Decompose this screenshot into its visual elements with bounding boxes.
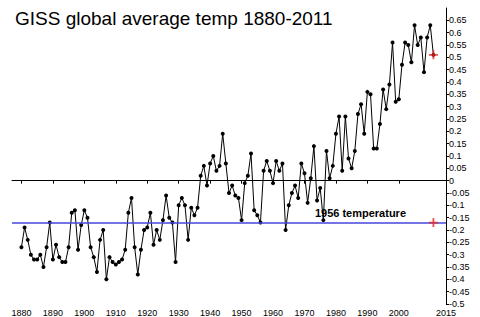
svg-text:1910: 1910	[106, 308, 126, 317]
svg-text:0.65: 0.65	[449, 15, 467, 25]
svg-text:1880: 1880	[11, 308, 31, 317]
svg-text:-0.4: -0.4	[449, 274, 465, 284]
svg-text:0.4: 0.4	[449, 77, 462, 87]
svg-text:0.6: 0.6	[449, 28, 462, 38]
svg-text:-0.45: -0.45	[449, 287, 470, 297]
svg-text:0.25: 0.25	[449, 114, 467, 124]
svg-text:0.5: 0.5	[449, 52, 462, 62]
svg-text:1920: 1920	[137, 308, 157, 317]
svg-text:-0.05: -0.05	[449, 188, 470, 198]
svg-text:1956 temperature: 1956 temperature	[315, 207, 406, 219]
svg-text:1970: 1970	[294, 308, 314, 317]
svg-text:1940: 1940	[200, 308, 220, 317]
svg-text:2015: 2015	[436, 308, 456, 317]
svg-text:-0.3: -0.3	[449, 250, 465, 260]
svg-text:0.55: 0.55	[449, 40, 467, 50]
svg-text:1890: 1890	[43, 308, 63, 317]
svg-text:1900: 1900	[74, 308, 94, 317]
svg-text:-0.1: -0.1	[449, 200, 465, 210]
svg-text:0.15: 0.15	[449, 139, 467, 149]
svg-text:1930: 1930	[169, 308, 189, 317]
svg-text:-0.15: -0.15	[449, 213, 470, 223]
svg-text:1950: 1950	[232, 308, 252, 317]
svg-text:-0.5: -0.5	[449, 299, 465, 309]
svg-text:0.3: 0.3	[449, 102, 462, 112]
svg-text:0.35: 0.35	[449, 89, 467, 99]
svg-text:1980: 1980	[326, 308, 346, 317]
svg-text:0.1: 0.1	[449, 151, 462, 161]
svg-text:1960: 1960	[263, 308, 283, 317]
svg-text:1990: 1990	[357, 308, 377, 317]
svg-text:2000: 2000	[389, 308, 409, 317]
svg-text:-0.25: -0.25	[449, 237, 470, 247]
svg-text:-0.2: -0.2	[449, 225, 465, 235]
svg-text:0: 0	[449, 176, 454, 186]
svg-text:GISS global average temp 1880-: GISS global average temp 1880-2011	[15, 8, 333, 29]
svg-text:0.05: 0.05	[449, 163, 467, 173]
svg-text:0.45: 0.45	[449, 65, 467, 75]
svg-text:0.2: 0.2	[449, 126, 462, 136]
svg-text:-0.35: -0.35	[449, 262, 470, 272]
